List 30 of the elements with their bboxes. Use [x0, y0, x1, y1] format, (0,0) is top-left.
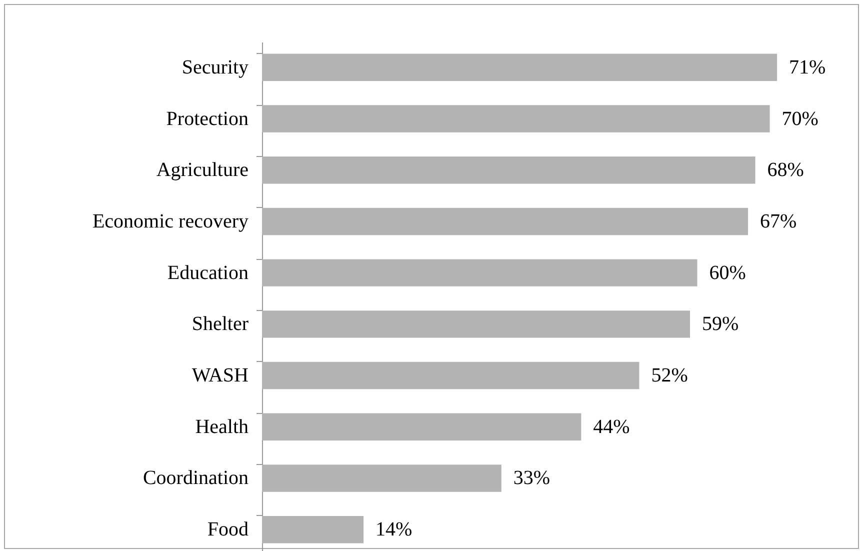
- data-label: 71%: [789, 56, 826, 78]
- data-label: 70%: [782, 108, 818, 130]
- data-label: 67%: [760, 210, 797, 232]
- y-tick-label: Shelter: [192, 313, 249, 336]
- bar: [262, 259, 698, 286]
- bar: [262, 413, 582, 440]
- y-tick-label: Coordination: [142, 467, 248, 490]
- data-label: 33%: [513, 467, 550, 490]
- bar: [262, 105, 770, 132]
- data-label: 14%: [376, 518, 412, 541]
- bar: [262, 362, 640, 390]
- y-tick-label: Health: [195, 416, 248, 438]
- data-label: 52%: [651, 364, 688, 387]
- y-tick-label: Agriculture: [156, 159, 249, 182]
- data-label: 60%: [709, 262, 746, 284]
- bar: [262, 516, 364, 544]
- bar: [262, 54, 778, 82]
- data-label: 59%: [702, 313, 739, 336]
- y-tick-label: Protection: [166, 108, 248, 130]
- bar: [262, 310, 690, 338]
- bar: [262, 464, 502, 492]
- y-tick-label: WASH: [192, 364, 248, 387]
- bar: [262, 156, 756, 184]
- y-tick-label: Education: [167, 262, 248, 284]
- data-label: 44%: [593, 416, 630, 438]
- y-tick-label: Security: [182, 56, 248, 78]
- y-tick-label: Food: [207, 518, 248, 541]
- bar: [262, 208, 748, 236]
- data-label: 68%: [767, 159, 804, 182]
- y-tick-label: Economic recovery: [92, 210, 248, 232]
